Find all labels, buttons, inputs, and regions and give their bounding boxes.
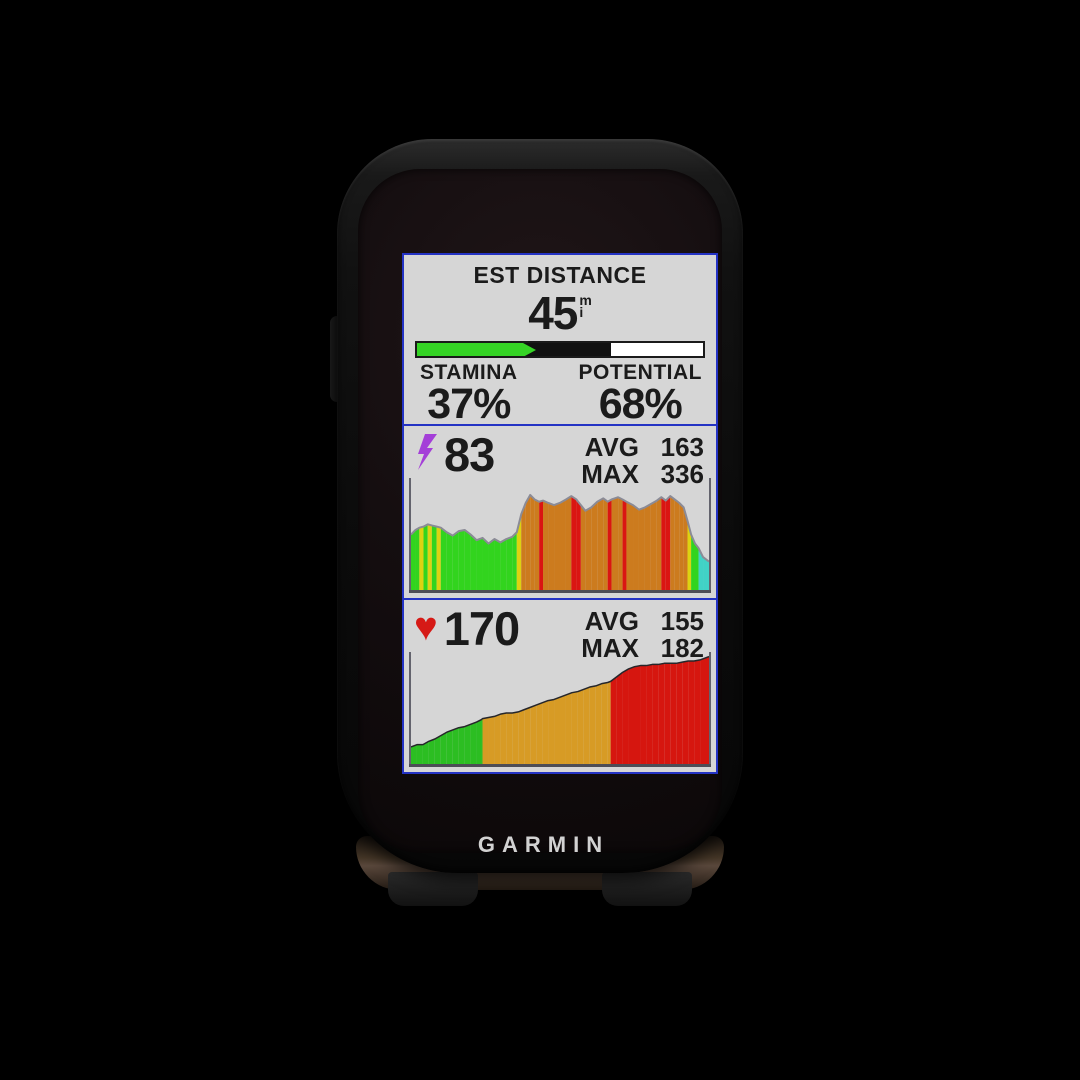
panel-stamina[interactable]: EST DISTANCE 45 m i [404,255,716,424]
power-chart-right-axis [709,478,711,593]
heart-rate-chart [409,652,711,767]
heart-rate-max-label: MAX [581,633,639,663]
potential-block: POTENTIAL 68% [579,361,703,424]
est-distance-number: 45 [528,287,578,339]
start-stop-button[interactable] [602,872,692,906]
stamina-label: STAMINA [420,361,518,384]
power-chart-baseline [409,590,711,593]
est-distance-unit: m i [579,292,592,320]
power-avg-value: 163 [660,432,704,462]
heart-rate-avg-max: AVG 155 MAX 182 [581,608,704,662]
potential-label: POTENTIAL [578,361,702,384]
heart-rate-chart-baseline [409,764,711,767]
heart-rate-value: 170 [443,602,520,655]
heart-rate-avg-label: AVG [584,606,639,636]
heart-rate-readout: ♥ 170 AVG 155 MAX 182 [404,600,716,662]
power-chart-left-axis [409,478,411,593]
device-display: EST DISTANCE 45 m i [402,253,718,774]
lightning-bolt-icon [414,434,438,475]
stamina-bar-arrow-tip [522,343,536,356]
stamina-block: STAMINA 37% [420,361,518,424]
heart-rate-sparkline [411,652,709,765]
power-max-label: MAX [581,459,639,489]
device-glass: EST DISTANCE 45 m i [358,169,722,857]
lap-button[interactable] [388,872,478,906]
stamina-value: 37% [427,380,511,425]
power-chart [409,478,711,593]
heart-icon: ♥ [414,605,438,649]
potential-value: 68% [598,380,683,425]
heart-rate-chart-left-axis [409,652,411,767]
panel-power[interactable]: 83 AVG 163 MAX 336 [404,424,716,598]
power-avg-max: AVG 163 MAX 336 [581,434,704,488]
stamina-readouts: STAMINA 37% POTENTIAL 68% [404,358,716,424]
power-sparkline [411,478,709,591]
power-avg-label: AVG [584,432,639,462]
stamina-bar-current-segment [417,343,523,356]
power-max-value: 336 [660,459,704,489]
heart-rate-max-value: 182 [660,633,704,663]
garmin-edge-device: EST DISTANCE 45 m i [337,139,743,873]
power-readout: 83 AVG 163 MAX 336 [404,426,716,488]
garmin-logo: GARMIN [477,832,610,857]
est-distance-title: EST DISTANCE [473,262,647,288]
stamina-progress-bar [415,341,705,358]
heart-rate-chart-right-axis [709,652,711,767]
panel-heart-rate[interactable]: ♥ 170 AVG 155 MAX 182 [404,598,716,772]
heart-rate-avg-value: 155 [660,606,704,636]
power-value: 83 [444,428,495,481]
est-distance-value: 45 m i [404,290,716,336]
